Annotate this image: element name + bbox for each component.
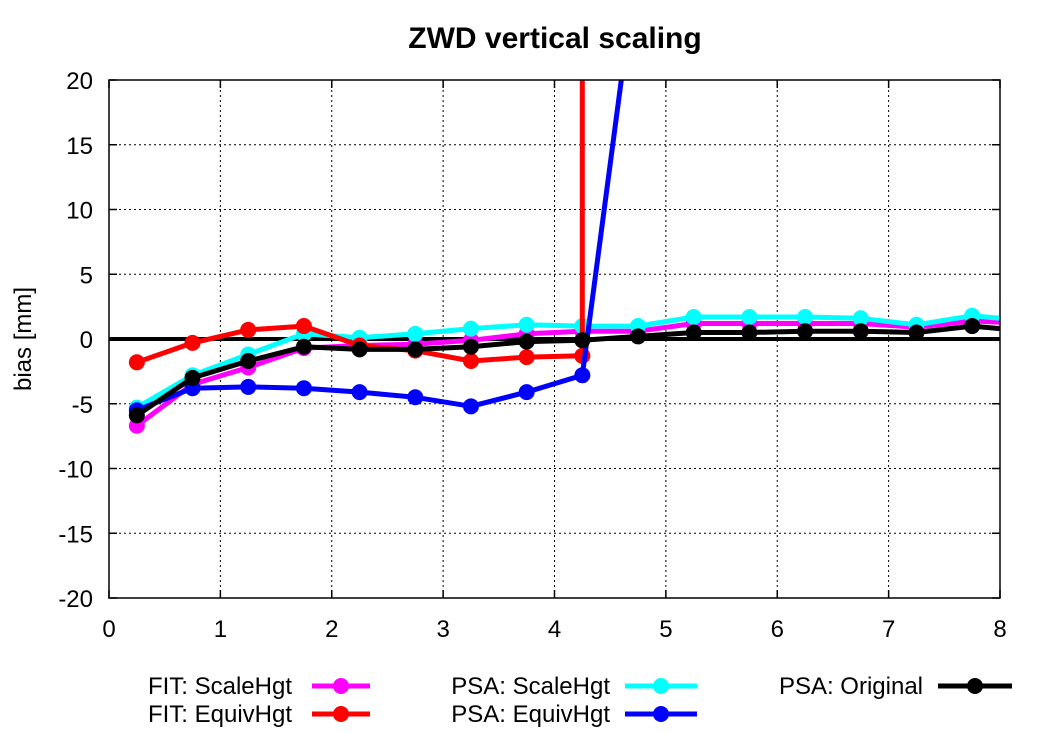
x-tick-label: 6	[771, 616, 784, 643]
y-tick-label: -5	[72, 392, 93, 419]
data-point	[407, 325, 424, 342]
data-point	[184, 369, 201, 386]
data-point	[518, 316, 535, 333]
x-tick-label: 0	[102, 616, 115, 643]
y-tick-label: -15	[58, 521, 93, 548]
chart-title: ZWD vertical scaling	[408, 22, 701, 55]
data-point	[240, 321, 257, 338]
data-point	[685, 324, 702, 341]
y-tick-label: 5	[80, 262, 93, 289]
data-point	[295, 380, 312, 397]
x-tick-label: 5	[659, 616, 672, 643]
y-tick-label: 20	[66, 68, 93, 95]
data-point	[351, 384, 368, 401]
legend-label: PSA: ScaleHgt	[451, 673, 610, 700]
data-point	[797, 323, 814, 340]
data-point	[407, 341, 424, 358]
data-point	[852, 323, 869, 340]
data-point	[407, 389, 424, 406]
legend-swatch-marker	[653, 706, 669, 722]
data-point	[462, 320, 479, 337]
x-tick-label: 4	[548, 616, 561, 643]
series-line	[135, 80, 585, 365]
data-point	[462, 353, 479, 370]
data-point	[240, 353, 257, 370]
data-point	[964, 318, 981, 335]
data-point	[685, 308, 702, 325]
legend-label: PSA: Original	[779, 673, 923, 700]
data-point	[741, 308, 758, 325]
series-line	[135, 318, 1000, 428]
legend-swatch-marker	[333, 706, 349, 722]
y-tick-label: 0	[80, 327, 93, 354]
y-tick-label: 10	[66, 198, 93, 225]
data-point	[295, 318, 312, 335]
y-tick-label: -20	[58, 586, 93, 613]
x-tick-label: 3	[436, 616, 449, 643]
legend-swatch-marker	[653, 678, 669, 694]
legend-label: FIT: ScaleHgt	[148, 673, 292, 700]
legend-label: FIT: EquivHgt	[148, 701, 292, 728]
series-3	[128, 80, 624, 419]
data-point	[574, 367, 591, 384]
legend-swatch-marker	[967, 678, 983, 694]
data-point	[128, 407, 145, 424]
legend-swatch-marker	[333, 678, 349, 694]
data-point	[462, 338, 479, 355]
series-line	[135, 80, 624, 413]
data-point	[518, 333, 535, 350]
data-point	[630, 328, 647, 345]
x-tick-label: 8	[993, 616, 1006, 643]
legend-label: PSA: EquivHgt	[451, 701, 610, 728]
data-point	[295, 338, 312, 355]
x-tick-label: 2	[325, 616, 338, 643]
data-point	[462, 398, 479, 415]
data-point	[574, 332, 591, 349]
y-tick-label: 15	[66, 133, 93, 160]
data-point	[518, 384, 535, 401]
data-point	[908, 324, 925, 341]
data-point	[240, 378, 257, 395]
data-point	[852, 310, 869, 327]
data-point	[797, 308, 814, 325]
data-point	[128, 354, 145, 371]
data-point	[518, 349, 535, 366]
data-point	[351, 341, 368, 358]
data-point	[741, 324, 758, 341]
plot-frame	[108, 79, 1001, 599]
series-layer	[128, 80, 1000, 434]
x-tick-label: 7	[882, 616, 895, 643]
data-point	[184, 334, 201, 351]
y-axis-label: bias [mm]	[10, 287, 37, 391]
ticks: 0 1 2 3 4 5 6 7 8 -20 -15 -10 -5 0 5 10 15 20	[58, 68, 1006, 643]
x-tick-label: 1	[214, 616, 227, 643]
series-4	[128, 318, 1000, 424]
y-tick-label: -10	[58, 457, 93, 484]
